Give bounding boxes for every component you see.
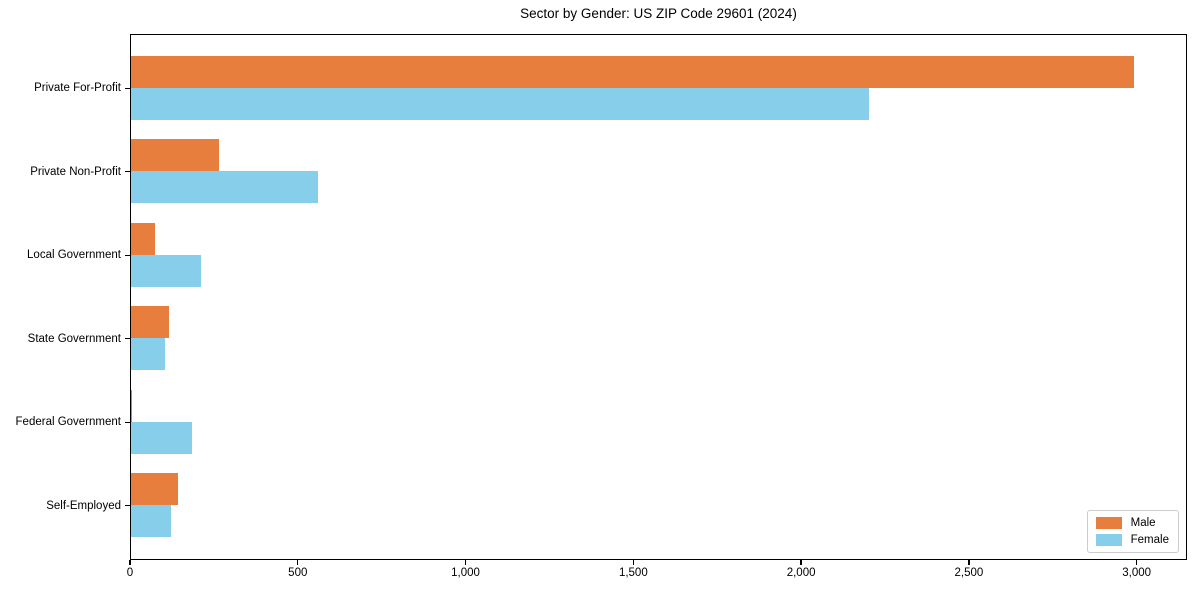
x-tick-mark	[968, 560, 970, 565]
bar-female-2	[131, 254, 202, 287]
y-tick-mark	[125, 171, 130, 173]
bar-female-1	[131, 171, 318, 204]
bar-male-0	[131, 55, 1135, 88]
chart-title: Sector by Gender: US ZIP Code 29601 (202…	[520, 6, 797, 21]
y-tick-label: Private For-Profit	[34, 82, 121, 95]
x-tick-label: 3,000	[1122, 567, 1152, 579]
x-tick-label: 0	[126, 567, 134, 579]
x-tick-label: 1,000	[451, 567, 480, 579]
x-tick-label: 2,500	[954, 567, 984, 579]
bar-male-3	[131, 306, 170, 339]
x-tick-label: 2,000	[786, 567, 816, 579]
legend-label-female: Female	[1130, 534, 1169, 546]
legend: Male Female	[1086, 510, 1179, 553]
y-tick-mark	[125, 254, 130, 256]
y-tick-label: Federal Government	[15, 416, 121, 429]
y-tick-mark	[125, 505, 130, 507]
x-tick-mark	[1136, 560, 1138, 565]
plot-area: Male Female	[130, 34, 1187, 560]
legend-label-male: Male	[1130, 517, 1156, 529]
x-tick-label: 1,500	[618, 567, 648, 579]
x-tick-mark	[800, 560, 802, 565]
legend-item-male: Male	[1095, 517, 1169, 529]
x-tick-mark	[129, 560, 131, 565]
bar-female-4	[131, 421, 193, 454]
y-tick-label: State Government	[27, 332, 121, 345]
bar-male-4	[131, 389, 133, 422]
y-tick-label: Private Non-Profit	[30, 165, 121, 178]
legend-swatch-female	[1095, 534, 1122, 546]
y-tick-mark	[125, 338, 130, 340]
y-tick-mark	[125, 421, 130, 423]
legend-swatch-male	[1095, 517, 1122, 529]
x-tick-mark	[464, 560, 467, 565]
x-tick-mark	[632, 560, 634, 565]
x-tick-label: 500	[288, 567, 308, 579]
legend-item-female: Female	[1095, 534, 1169, 546]
bar-female-3	[131, 338, 166, 371]
x-tick-mark	[297, 560, 299, 565]
y-tick-label: Local Government	[27, 249, 121, 262]
bar-female-0	[131, 87, 870, 120]
bar-male-1	[131, 139, 220, 172]
y-tick-label: Self-Employed	[46, 499, 121, 512]
bar-female-5	[131, 505, 172, 538]
bar-male-2	[131, 222, 156, 255]
y-tick-mark	[125, 87, 130, 89]
bar-male-5	[131, 473, 179, 506]
